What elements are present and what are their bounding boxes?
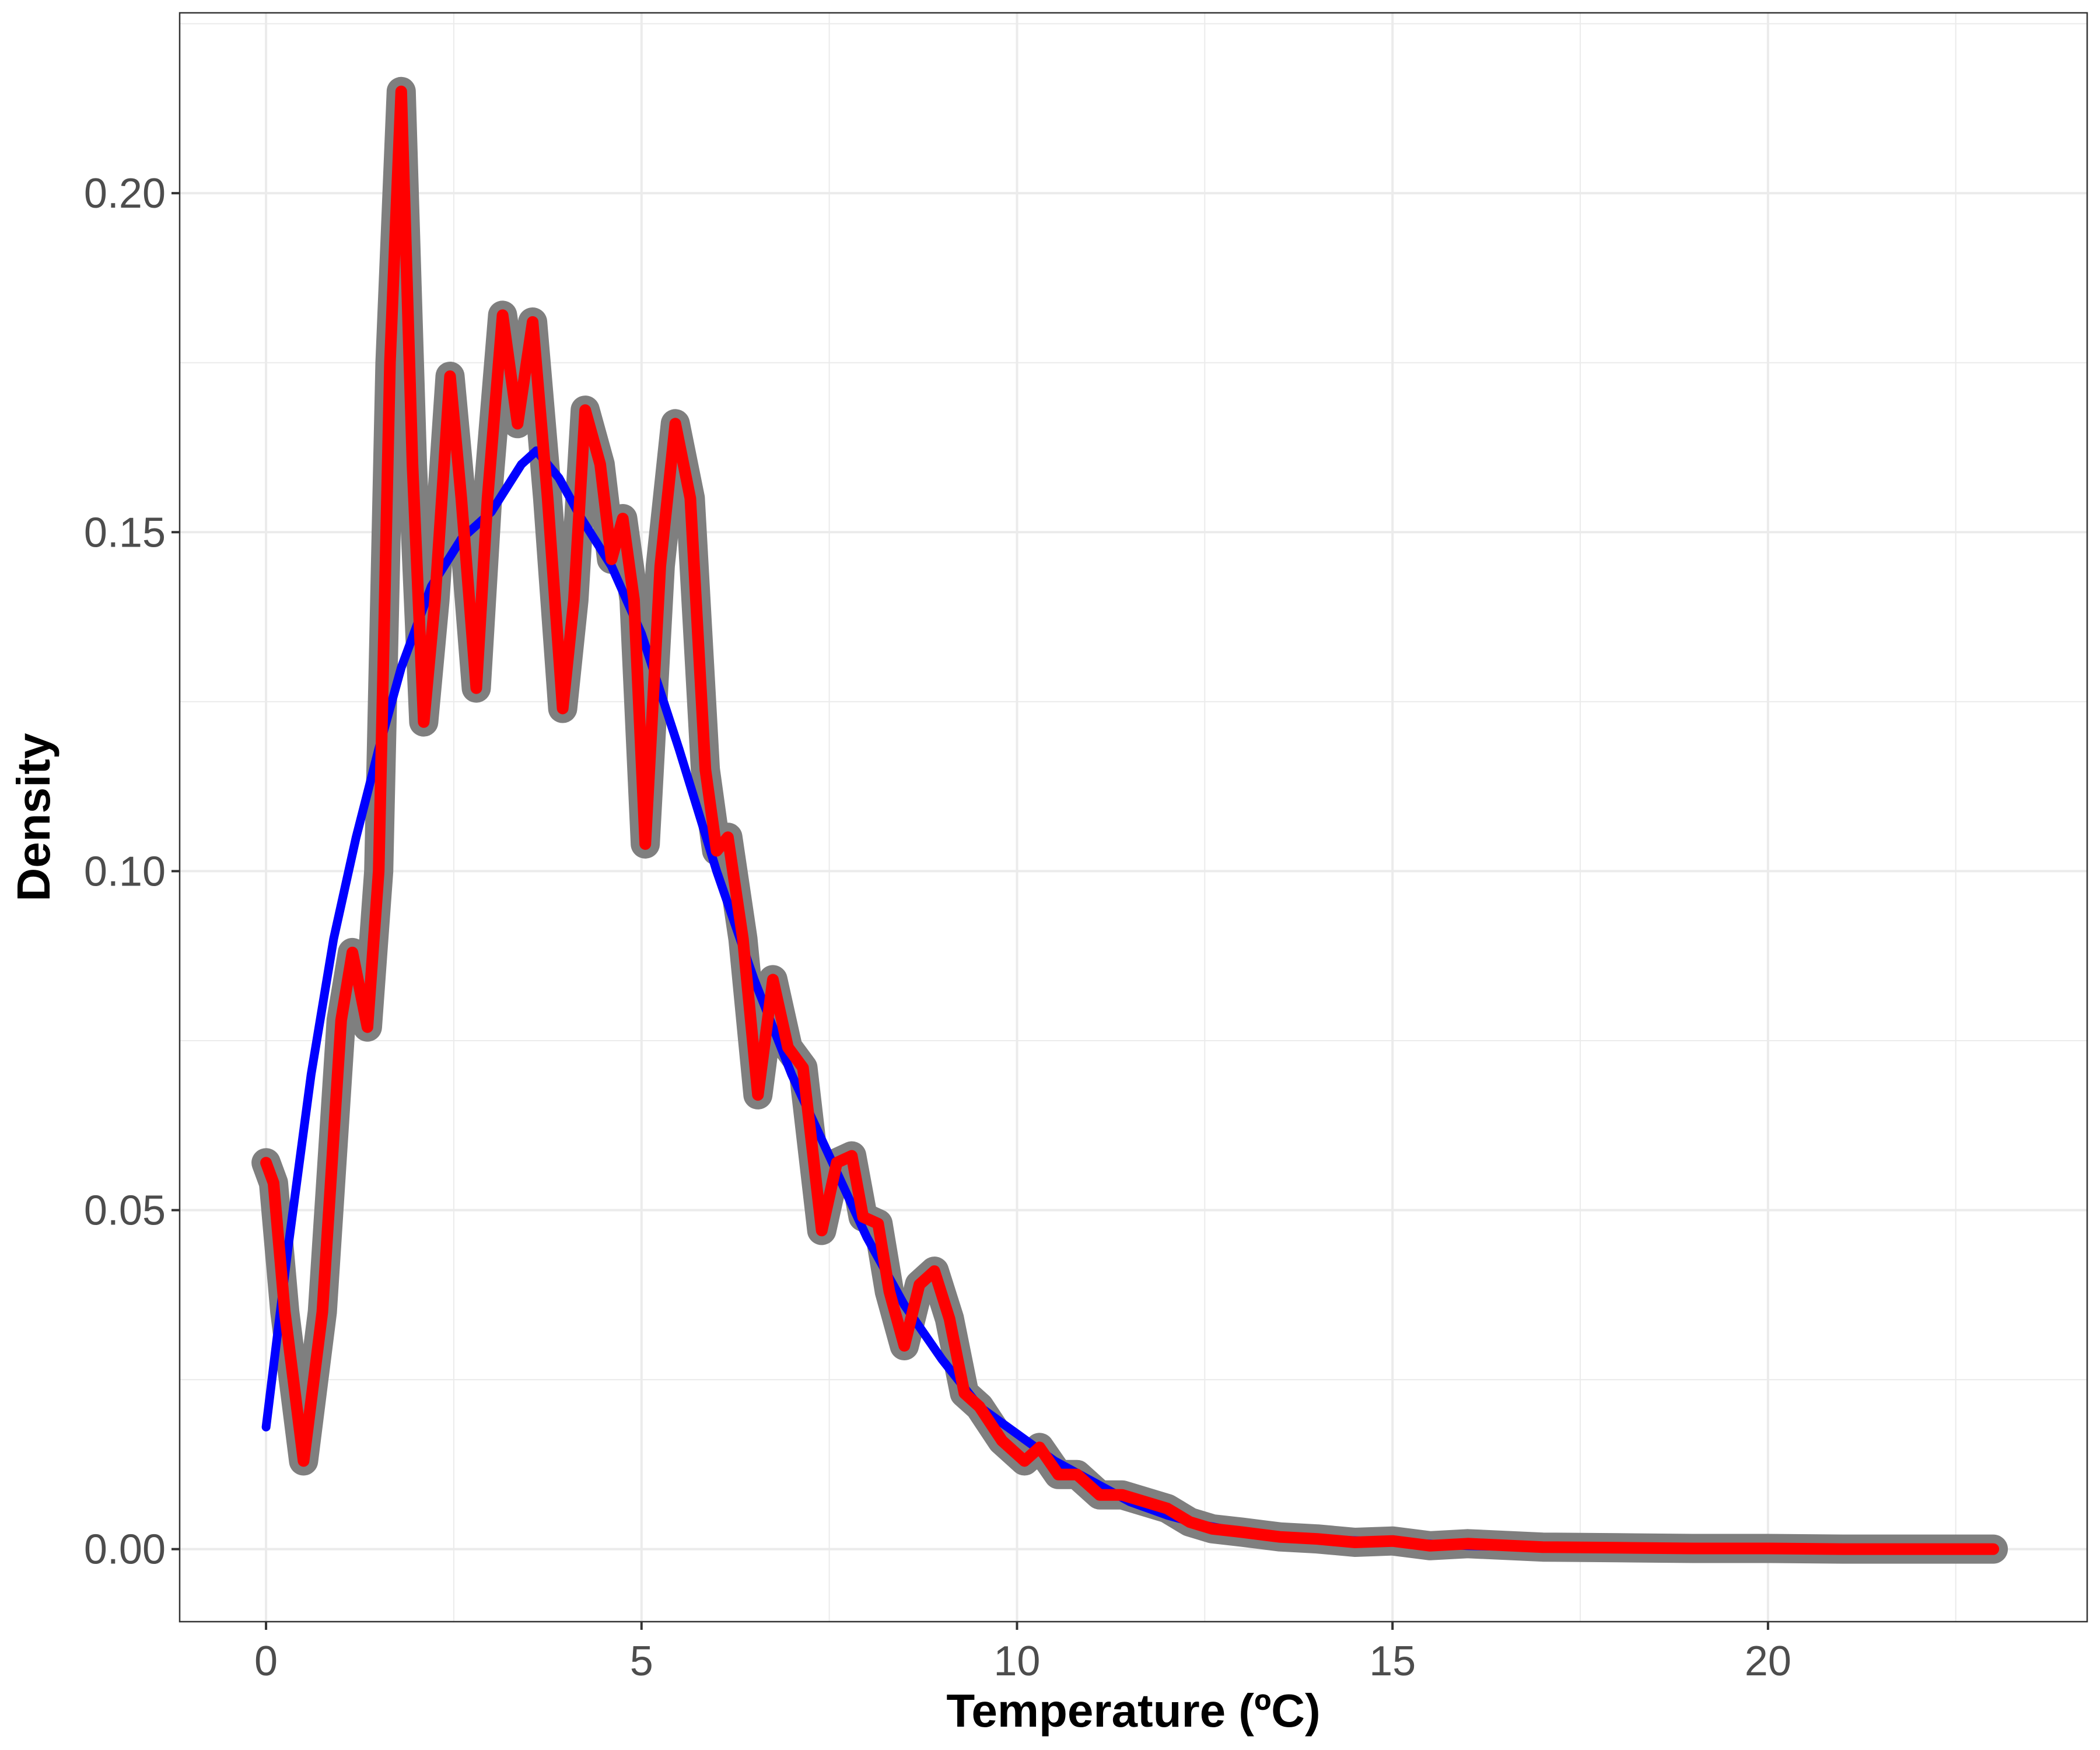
y-tick-label: 0.15 [84, 509, 166, 556]
y-tick-label: 0.10 [84, 848, 166, 895]
y-axis-title: Density [8, 733, 60, 901]
minor-gridlines [180, 13, 2087, 1622]
x-tick-label: 0 [254, 1638, 278, 1685]
detailed-density-line [260, 85, 2000, 1555]
x-axis: 0 5 10 15 20 [254, 1622, 1791, 1685]
y-tick-label: 0.05 [84, 1188, 166, 1234]
x-tick-label: 15 [1369, 1638, 1416, 1685]
panel-border [178, 12, 2088, 1623]
y-axis: 0.00 0.05 0.10 0.15 0.20 [84, 170, 180, 1573]
y-tick-label: 0.20 [84, 170, 166, 217]
y-tick-label: 0.00 [84, 1527, 166, 1573]
x-tick-label: 10 [993, 1638, 1040, 1685]
x-tick-label: 5 [630, 1638, 653, 1685]
density-lines [251, 76, 2008, 1564]
x-axis-title: Temperature (ºC) [946, 1685, 1320, 1737]
x-tick-label: 20 [1745, 1638, 1791, 1685]
